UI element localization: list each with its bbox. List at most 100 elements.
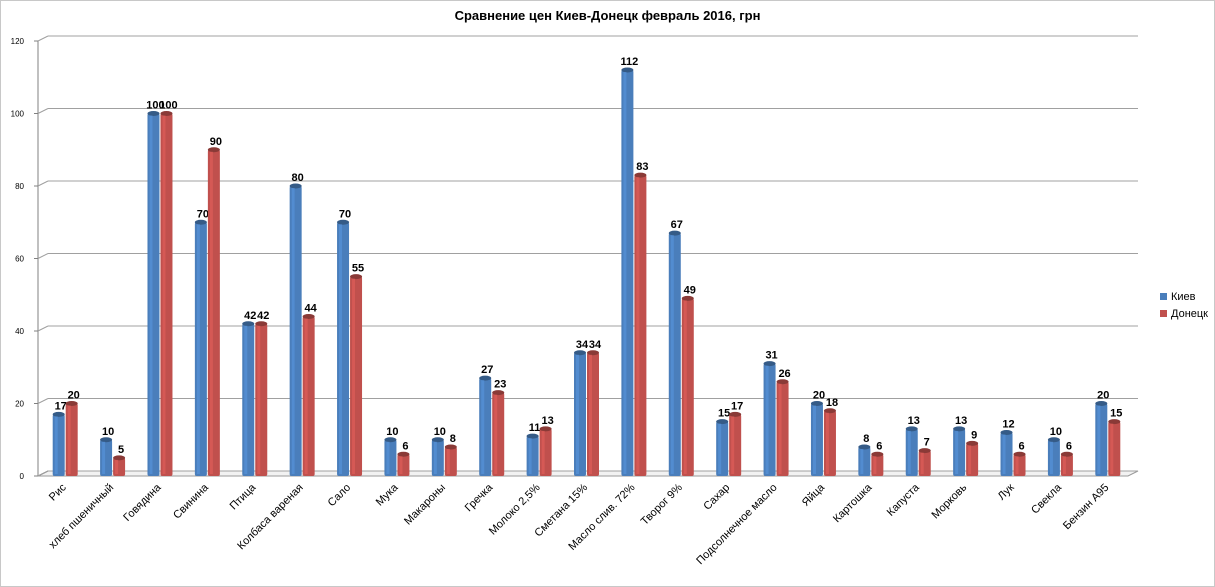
bar-kiev [100,439,113,476]
data-label-kiev: 42 [244,310,256,322]
bar-top-kiev [953,426,966,432]
bar-top-kiev [52,411,65,417]
data-label-donetsk: 6 [876,440,882,452]
data-label-donetsk: 44 [305,303,318,315]
bar-kiev [858,447,871,476]
bar-kiev [194,222,207,476]
bar-highlight-kiev [1002,434,1006,474]
data-label-kiev: 20 [1097,390,1109,402]
bar-kiev [574,352,586,476]
data-label-kiev: 12 [1002,419,1014,431]
bar-kiev [1000,432,1013,476]
bar-highlight-kiev [433,441,437,474]
bar-donetsk [492,392,505,476]
bar-highlight-kiev [1049,441,1053,474]
bar-top-donetsk [1013,451,1026,457]
bar-top-kiev [1000,430,1013,435]
bar-highlight-donetsk [589,354,592,474]
data-label-donetsk: 17 [731,400,743,412]
bar-donetsk [350,276,363,476]
bar-highlight-donetsk [825,412,829,474]
data-label-donetsk: 55 [352,263,364,275]
bar-highlight-donetsk [683,300,687,474]
category-label: Мука [374,481,401,508]
bar-top-donetsk [1108,419,1121,425]
bar-top-kiev [763,361,776,367]
bar-highlight-kiev [576,354,579,474]
bar-top-kiev [100,437,113,443]
bar-donetsk [729,414,742,476]
data-label-donetsk: 5 [118,444,124,456]
gridline-depth [37,253,49,259]
y-tick-label: 40 [15,327,24,336]
bar-highlight-donetsk [968,445,972,474]
bar-kiev [384,439,397,476]
bar-top-kiev [431,437,444,443]
bar-highlight-donetsk [731,416,735,474]
bar-kiev [1047,439,1060,476]
bar-top-kiev [384,437,397,443]
data-label-kiev: 11 [529,422,541,434]
data-label-donetsk: 83 [636,161,648,173]
bar-highlight-donetsk [636,177,640,474]
bar-highlight-kiev [244,325,248,474]
bar-kiev [526,436,539,476]
bar-donetsk [397,454,410,476]
bar-kiev [337,222,350,476]
bar-highlight-kiev [102,441,106,474]
y-tick-label: 0 [20,472,25,481]
bar-highlight-donetsk [1015,456,1019,474]
data-label-donetsk: 100 [159,100,177,112]
category-label: Яйца [800,481,828,509]
data-label-kiev: 13 [908,415,920,427]
bar-top-kiev [574,350,586,356]
data-label-donetsk: 26 [778,368,790,380]
category-label: Капуста [885,481,923,519]
bar-donetsk [587,352,599,476]
bar-highlight-kiev [955,430,959,474]
bar-top-donetsk [587,350,599,356]
bar-top-kiev [810,401,823,406]
data-label-donetsk: 23 [494,379,506,391]
category-label: Гречка [463,481,496,514]
bar-highlight-donetsk [115,459,119,474]
bar-top-donetsk [302,314,315,319]
category-label: Птица [228,481,259,512]
category-label: Рис [47,481,69,503]
data-label-kiev: 80 [292,172,304,184]
data-label-donetsk: 20 [68,390,80,402]
bar-donetsk [1108,421,1121,476]
bar-top-kiev [1047,437,1060,443]
data-label-donetsk: 13 [541,415,553,427]
bar-highlight-donetsk [304,318,308,474]
legend-swatch-donetsk [1160,310,1167,317]
bar-top-kiev [621,67,634,73]
bar-top-kiev [337,219,350,225]
data-label-donetsk: 7 [924,437,930,449]
bar-highlight-donetsk [352,278,356,474]
bar-highlight-kiev [765,365,769,474]
bar-top-kiev [716,419,729,425]
bar-donetsk [634,175,647,476]
bar-donetsk [113,457,126,476]
bar-highlight-kiev [1097,405,1101,474]
bar-top-donetsk [823,408,836,414]
bar-donetsk [681,298,694,476]
bar-highlight-kiev [812,405,816,474]
bar-highlight-kiev [528,438,532,474]
category-label: Морковь [930,481,970,521]
bar-highlight-donetsk [446,449,450,474]
bar-highlight-kiev [718,423,722,474]
bar-top-kiev [1095,401,1108,406]
data-label-kiev: 8 [863,433,869,445]
bar-top-kiev [289,183,302,189]
bar-highlight-kiev [623,72,627,474]
bar-kiev [810,403,823,476]
bar-donetsk [776,381,789,476]
bar-highlight-kiev [54,416,58,474]
data-label-donetsk: 9 [971,429,977,441]
bar-top-donetsk [444,444,457,450]
data-label-donetsk: 15 [1110,408,1122,420]
data-label-kiev: 31 [765,350,777,362]
bar-top-kiev [526,433,539,439]
